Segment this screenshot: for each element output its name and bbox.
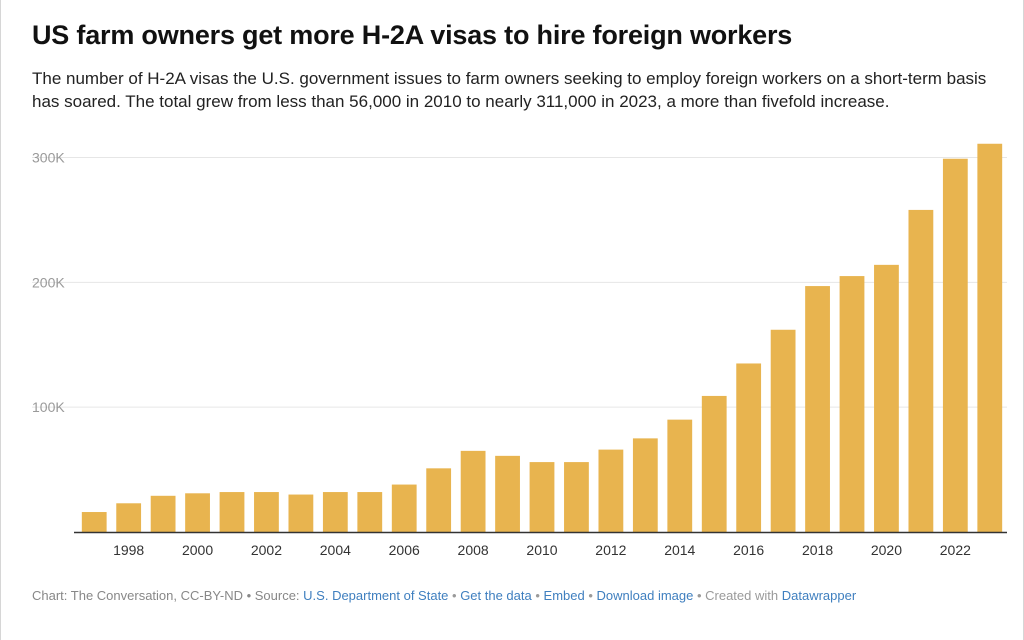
bar-2013 <box>632 438 658 532</box>
footer-separator: • <box>584 588 597 603</box>
x-tick-label: 2002 <box>251 542 282 558</box>
embed-link[interactable]: Embed <box>543 588 585 603</box>
bar-2016 <box>736 363 762 532</box>
bar-2009 <box>495 455 520 532</box>
footer-separator: • <box>531 588 544 603</box>
bar-2012 <box>598 449 624 532</box>
x-tick-label: 2010 <box>526 542 557 558</box>
x-tick-label: 2004 <box>320 542 351 558</box>
datawrapper-link[interactable]: Datawrapper <box>781 588 857 603</box>
bar-2001 <box>219 492 245 532</box>
chart-title: US farm owners get more H-2A visas to hi… <box>32 20 793 50</box>
bar-2022 <box>942 158 968 533</box>
bar-2000 <box>185 493 210 532</box>
download-image-link[interactable]: Download image <box>596 588 694 603</box>
chart-footer: Chart: The Conversation, CC-BY-ND • Sour… <box>32 588 856 603</box>
bar-2005 <box>357 492 383 532</box>
x-tick-label: 2008 <box>458 542 489 558</box>
x-tick-label: 2012 <box>595 542 626 558</box>
footer-credit: Chart: The Conversation, CC-BY-ND • Sour… <box>32 588 304 603</box>
x-tick-label: 2000 <box>182 542 213 558</box>
bar-2023 <box>977 143 1003 532</box>
y-tick-label: 100K <box>32 399 65 415</box>
bar-2017 <box>770 329 796 532</box>
bar-2018 <box>805 286 830 532</box>
bar-1998 <box>116 503 142 532</box>
x-tick-label: 2018 <box>802 542 833 558</box>
bar-2003 <box>288 494 314 532</box>
bar-2007 <box>426 468 452 532</box>
source-link[interactable]: U.S. Department of State <box>303 588 449 603</box>
footer-created-with: • Created with <box>693 588 782 603</box>
x-tick-label: 2016 <box>733 542 764 558</box>
bar-2008 <box>460 450 486 532</box>
bar-2019 <box>839 276 865 532</box>
bar-2014 <box>667 419 693 532</box>
y-tick-label: 200K <box>32 274 65 290</box>
bar-2010 <box>529 462 555 532</box>
bar-2011 <box>564 462 589 532</box>
bar-1997 <box>81 512 107 532</box>
x-tick-label: 2020 <box>871 542 902 558</box>
chart-subtitle: The number of H-2A visas the U.S. govern… <box>32 69 987 111</box>
x-tick-label: 2022 <box>940 542 971 558</box>
x-tick-label: 1998 <box>113 542 144 558</box>
footer-separator: • <box>448 588 461 603</box>
bar-2002 <box>254 492 279 532</box>
bar-2004 <box>322 492 348 532</box>
y-tick-label: 300K <box>32 149 65 165</box>
bar-2015 <box>701 395 727 532</box>
bar-2021 <box>908 209 934 532</box>
get-the-data-link[interactable]: Get the data <box>460 588 532 603</box>
bar-2006 <box>391 484 417 532</box>
x-tick-label: 2014 <box>664 542 695 558</box>
bar-1999 <box>150 495 176 532</box>
x-tick-label: 2006 <box>389 542 420 558</box>
bar-2020 <box>874 264 899 532</box>
